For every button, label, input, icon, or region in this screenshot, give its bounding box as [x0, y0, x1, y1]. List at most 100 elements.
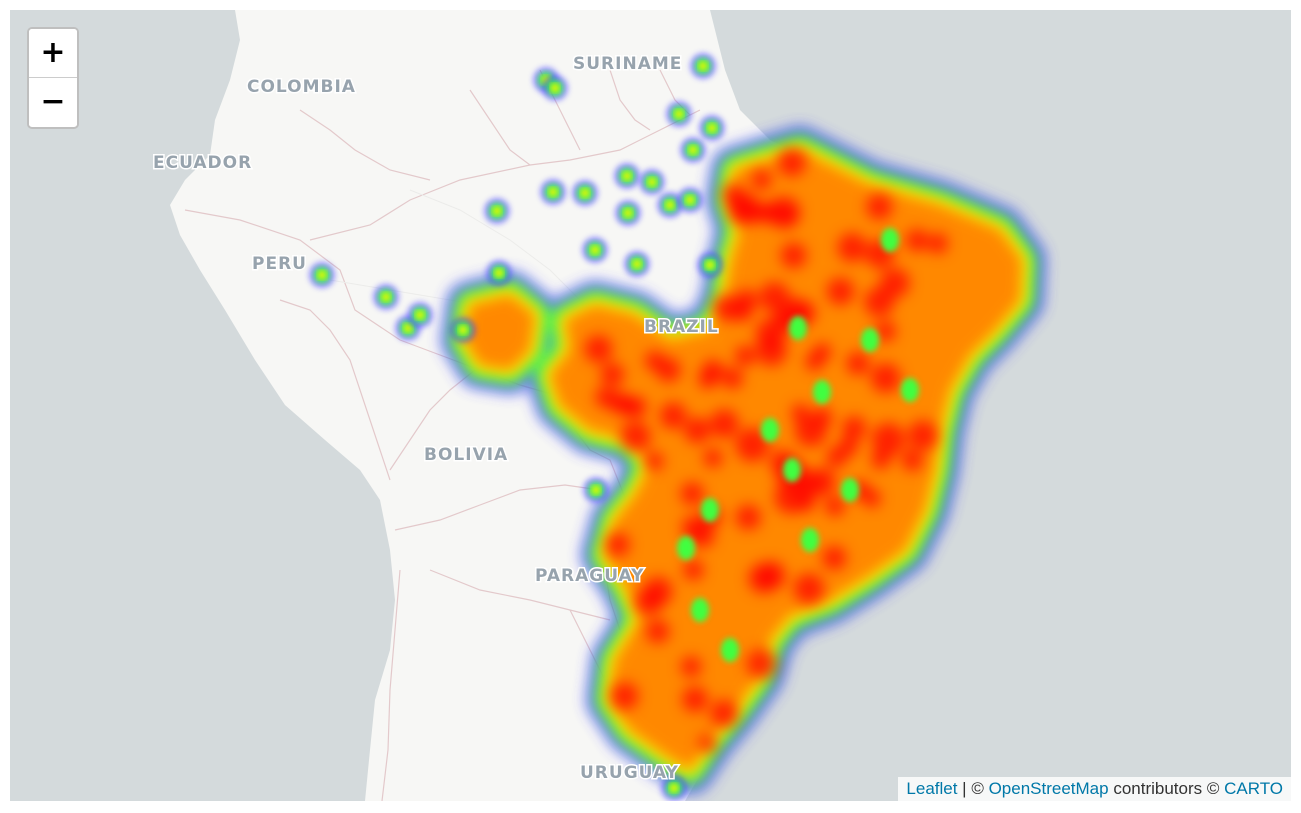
heat-core	[905, 229, 929, 252]
heat-core	[644, 350, 665, 371]
heat-core	[701, 359, 724, 382]
heat-core	[870, 363, 901, 393]
attribution-separator: | ©	[957, 779, 989, 798]
heat-core	[682, 686, 708, 713]
heat-core	[824, 496, 845, 516]
heat-spot	[318, 271, 326, 279]
heat-core	[735, 504, 761, 530]
heat-core	[907, 420, 938, 451]
heat-core	[684, 417, 711, 444]
heat-core	[794, 414, 828, 447]
heat-core	[709, 409, 739, 439]
label-brazil: BRAZIL	[644, 317, 719, 337]
heat-core	[734, 345, 756, 367]
heat-core	[871, 422, 905, 457]
heat-core	[822, 545, 847, 571]
heat-gap	[783, 458, 801, 482]
heat-core	[837, 233, 867, 262]
zoom-control: + −	[27, 27, 79, 129]
heat-core	[584, 335, 613, 363]
heat-region	[464, 294, 536, 371]
heat-core	[610, 682, 639, 710]
heat-spot	[666, 201, 674, 209]
heat-core	[842, 416, 867, 441]
heat-spot	[591, 246, 599, 254]
heat-spot	[706, 261, 714, 269]
heat-core	[901, 449, 924, 472]
heat-core	[826, 277, 855, 306]
heat-core	[721, 367, 744, 389]
openstreetmap-link[interactable]: OpenStreetMap	[988, 779, 1109, 798]
label-uruguay: URUGUAY	[580, 763, 679, 783]
heat-core	[712, 294, 740, 322]
label-paraguay: PARAGUAY	[535, 566, 644, 586]
map-canvas[interactable]: COLOMBIA SURINAME ECUADOR PERU BRAZIL BO…	[10, 10, 1291, 801]
heat-spot	[592, 486, 600, 494]
heat-core	[756, 335, 787, 367]
heat-spot	[493, 207, 501, 215]
label-bolivia: BOLIVIA	[424, 445, 508, 465]
label-ecuador: ECUADOR	[153, 153, 252, 173]
heat-spot	[459, 326, 467, 334]
heat-spot	[623, 172, 631, 180]
heat-core	[600, 362, 625, 387]
heat-spot	[624, 209, 632, 217]
heat-core	[680, 656, 702, 677]
heat-core	[680, 482, 704, 506]
zoom-out-button[interactable]: −	[29, 78, 77, 126]
heat-core	[608, 391, 631, 414]
heat-spot	[633, 260, 641, 268]
heat-core	[793, 573, 825, 604]
label-colombia: COLOMBIA	[247, 77, 356, 97]
heat-core	[625, 396, 647, 418]
heat-spots	[309, 53, 725, 801]
country-labels: COLOMBIA SURINAME ECUADOR PERU BRAZIL BO…	[152, 53, 720, 785]
leaflet-link[interactable]: Leaflet	[906, 779, 958, 798]
heat-core	[605, 532, 630, 557]
heat-core	[871, 450, 891, 470]
heat-core	[875, 320, 896, 342]
heat-spot	[699, 62, 707, 70]
heat-spot	[382, 293, 390, 301]
heat-gap	[721, 638, 739, 662]
heat-core	[768, 196, 801, 229]
heat-core	[805, 352, 824, 371]
heat-spot	[581, 189, 589, 197]
heat-spot	[686, 196, 694, 204]
carto-link[interactable]: CARTO	[1224, 779, 1283, 798]
heatmap-layer	[309, 53, 1046, 801]
heat-gap	[789, 316, 807, 340]
heat-core	[659, 402, 687, 430]
heat-core	[746, 649, 777, 679]
heat-spot	[549, 188, 557, 196]
heat-core	[748, 563, 779, 594]
heat-spot	[670, 784, 678, 792]
heat-core	[780, 242, 807, 269]
label-suriname: SURINAME	[573, 54, 682, 74]
heat-core	[735, 199, 756, 220]
heat-gap	[861, 328, 879, 352]
heat-core	[759, 282, 790, 313]
label-peru: PERU	[252, 254, 307, 274]
heat-core	[751, 169, 772, 190]
heat-gap	[881, 228, 899, 252]
heat-core	[880, 268, 910, 298]
heat-gap	[691, 598, 709, 622]
heat-spot	[648, 178, 656, 186]
heat-core	[777, 148, 806, 177]
heat-gap	[901, 378, 919, 402]
heat-gaps	[677, 228, 919, 662]
heat-core	[927, 233, 949, 254]
heat-core	[722, 183, 745, 206]
heat-spot	[416, 311, 424, 319]
heat-core	[710, 699, 739, 728]
zoom-in-button[interactable]: +	[29, 29, 77, 78]
heat-gap	[677, 536, 695, 560]
heat-core	[703, 448, 723, 468]
heat-core	[689, 522, 715, 548]
heat-core	[698, 734, 717, 753]
heat-gap	[701, 498, 719, 522]
heat-core	[644, 451, 664, 471]
heat-core	[846, 351, 870, 376]
map-container[interactable]: COLOMBIA SURINAME ECUADOR PERU BRAZIL BO…	[10, 10, 1291, 801]
